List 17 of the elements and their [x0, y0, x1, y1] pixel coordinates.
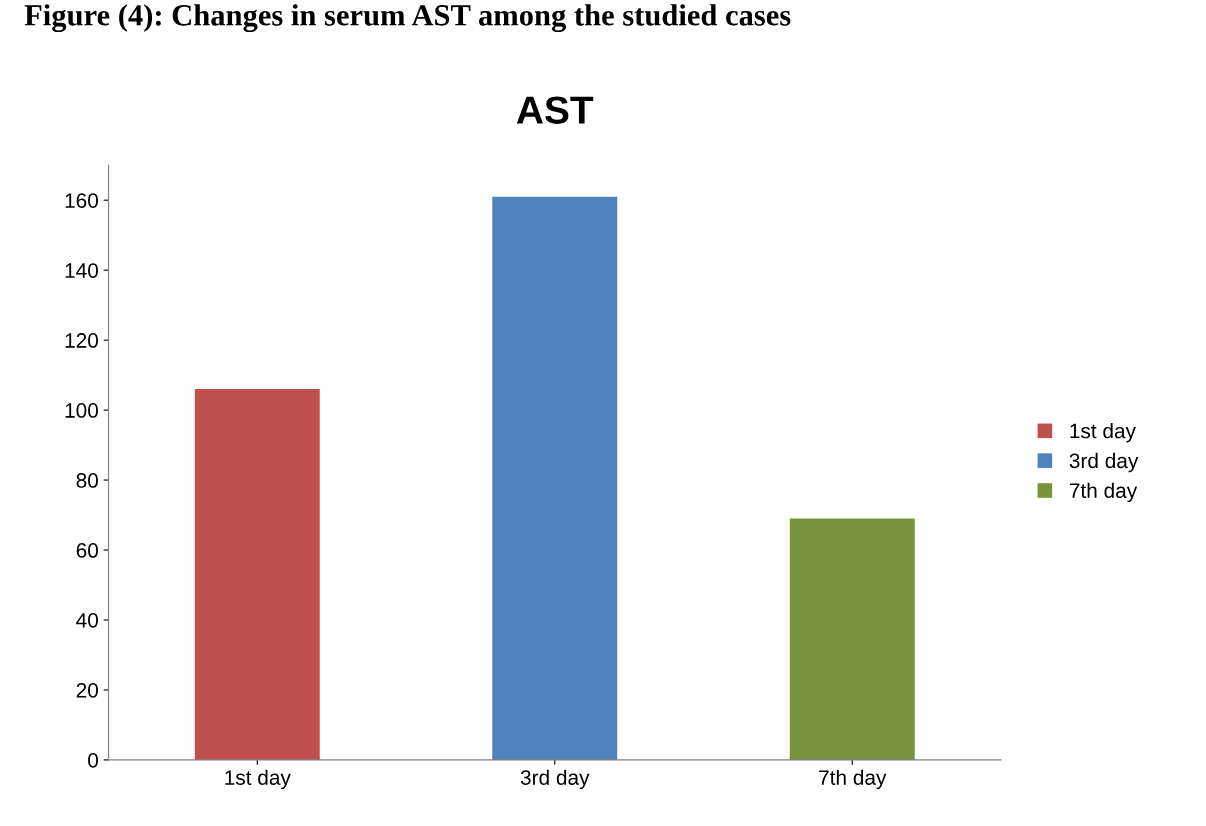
legend-label: 7th day: [1069, 482, 1138, 503]
x-tick-label: 7th day: [819, 769, 887, 790]
text: Figure (4): Changes in serum AST among the studied cases: [24, 4, 791, 33]
y-tick-label: 120: [65, 333, 99, 348]
legend-label: 1st day: [1070, 423, 1136, 443]
y-tick-label: 40: [76, 612, 99, 628]
y-tick-label: 20: [76, 682, 99, 698]
chart-title: AST: [516, 96, 594, 124]
legend-label: 3rd day: [1069, 452, 1139, 473]
x-tick-label: 3rd day: [520, 769, 590, 790]
y-tick-label: 140: [65, 263, 99, 278]
y-tick-label: 160: [65, 193, 99, 208]
x-tick-label: 1st day: [225, 769, 291, 790]
y-tick-label: 100: [65, 403, 99, 418]
y-tick-label: 60: [76, 543, 99, 558]
y-tick-label: 0: [88, 752, 98, 768]
y-tick-label: 80: [76, 473, 99, 488]
